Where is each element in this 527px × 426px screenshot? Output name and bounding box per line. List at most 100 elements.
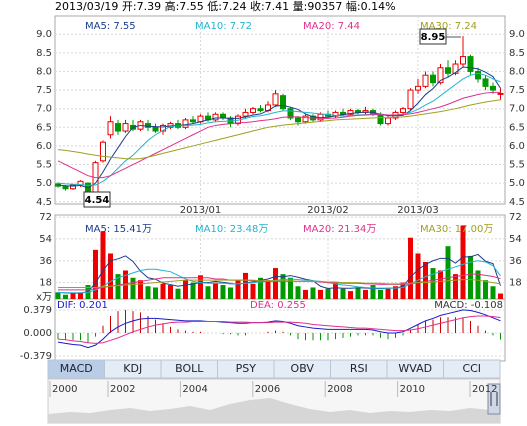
volume-bar [138,280,143,299]
volume-bar [295,286,301,299]
tab-label[interactable]: WVAD [398,362,432,375]
volume-bar [115,274,121,299]
volume-bar [310,287,316,299]
candle-body [100,141,106,162]
candle-body [220,113,226,119]
y-tick-label: 5.0 [509,178,525,189]
y-tick-label: 5.5 [36,160,52,171]
y-tick-label: 7.5 [36,85,52,96]
candle-body [460,56,466,65]
candle-body [475,70,481,80]
volume-bar [400,282,406,299]
volume-bar [393,286,398,299]
candle-body [347,110,354,115]
candle-body [497,92,504,95]
y-tick-label: 72 [39,212,52,223]
y-tick-label: 8.5 [509,48,525,59]
candle-body [422,74,429,87]
candle-body [415,85,421,91]
y-tick-label: 72 [509,212,522,223]
volume-bar [363,289,368,299]
candle-body [160,124,166,132]
annotation-box [419,28,447,45]
timeline-year: 2000 [52,384,77,395]
volume-bar [175,288,181,299]
volume-bar [265,280,271,299]
y-tick-label: 6.5 [36,122,52,133]
volume-bar [220,285,226,299]
candle-body [107,121,114,136]
timeline-year: 2010 [400,384,425,395]
volume-bar [483,280,488,299]
y-tick-label: 7.0 [509,104,525,115]
volume-bar [250,283,256,299]
y-tick-label: 0.000 [23,328,52,339]
y-tick-label: 6.5 [509,122,525,133]
annotation-text: 8.95 [421,32,446,43]
y-tick-label: 36 [509,256,522,267]
tab-label[interactable]: KDJ [123,362,142,375]
candle-body [182,119,189,128]
volume-bar [453,274,458,299]
candle-body [70,184,76,190]
timeline-handle[interactable] [487,383,501,415]
tab-label[interactable]: PSY [236,362,257,375]
timeline-area [48,398,500,423]
y-tick-label: -0.379 [20,351,52,362]
volume-bar [415,253,421,299]
candle-body [295,117,301,123]
candle-body [377,113,384,125]
tab-label[interactable]: MACD [60,362,93,375]
volume-bar [408,237,413,299]
ma-line [57,99,501,160]
tab[interactable] [443,359,501,379]
candle-body [287,108,294,119]
y-tick-label: 0.379 [23,305,52,316]
y-tick-label: 9.0 [36,29,52,40]
timeline-year: 2006 [255,384,280,395]
candle-body [385,117,391,125]
legend-entry: MACD: -0.108 [434,300,503,311]
volume-bar [475,270,481,299]
volume-bar [490,286,496,299]
volume-bar [378,289,383,299]
price-frame [54,15,506,205]
volume-bar [183,280,188,299]
candle-body [190,119,196,123]
x-tick-label: 2013/02 [307,205,349,216]
timeline-year: 2008 [327,384,352,395]
y-tick-label: 36 [39,256,52,267]
volume-bar [385,288,391,299]
volume-bar [355,287,361,299]
marks: 2013/01 2013/02 2013/03 9.0 9.0 8.5 8.5 8.0 8.0 7… [20,16,525,362]
volume-bar [430,268,436,299]
legend-entry: MA5: 7.55 [85,21,136,32]
candle-body [452,63,459,74]
ma-line [57,253,501,294]
volume-bar [438,270,443,299]
candle-body [152,126,159,132]
legend-entry: MA20: 7.44 [303,21,360,32]
y-tick-label: 4.5 [36,197,52,208]
candle-body [280,95,286,110]
tab-label[interactable]: CCI [462,362,481,375]
legend-entry: MA30: 17.00万 [420,224,493,235]
candle-body [242,111,249,117]
legend-entry: DEA: 0.255 [250,300,306,311]
y-tick-label: 7.5 [509,85,525,96]
volume-bar [205,286,211,299]
volume-bar [340,288,346,299]
ma-line [57,66,501,189]
volume-bar [288,277,293,299]
volume-bar [333,282,338,299]
volume-bar [243,272,248,299]
tab-label[interactable]: BOLL [175,362,204,375]
volume-bar [460,225,466,299]
candle-body [437,67,444,84]
ma-line [58,279,501,288]
tab-label[interactable]: OBV [291,362,315,375]
candle-body [122,123,129,132]
tab-label[interactable]: RSI [350,362,368,375]
volume-bar [63,294,68,299]
annotation-high: 8.95 [419,28,461,45]
